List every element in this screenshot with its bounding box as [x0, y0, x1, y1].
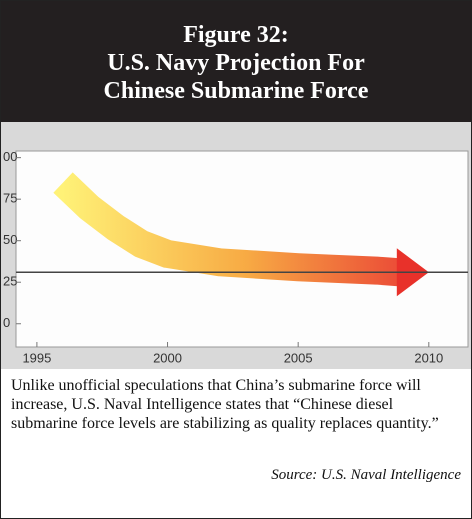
y-tick-label: 50 [3, 232, 17, 247]
title-line: Figure 32: [183, 22, 289, 48]
chart: 00 75 50 25 0 1995 2000 2005 2010 [1, 122, 471, 369]
y-tick-label: 25 [3, 274, 17, 289]
x-tick-label: 2000 [153, 350, 182, 365]
caption: Unlike unofficial speculations that Chin… [11, 377, 439, 432]
header: Figure 32: U.S. Navy Projection For Chin… [1, 1, 471, 122]
x-tick-label: 1995 [22, 350, 51, 365]
title-line: U.S. Navy Projection For [107, 50, 365, 76]
source: Source: U.S. Naval Intelligence [271, 467, 461, 483]
y-tick-label: 00 [3, 149, 17, 164]
y-tick-label: 75 [3, 191, 17, 206]
x-tick-label: 2010 [414, 350, 443, 365]
plot-area [15, 150, 469, 348]
x-tick-label: 2005 [284, 350, 313, 365]
y-tick-label: 0 [3, 315, 10, 330]
title-line: Chinese Submarine Force [103, 78, 369, 104]
arrow-line [53, 172, 400, 287]
